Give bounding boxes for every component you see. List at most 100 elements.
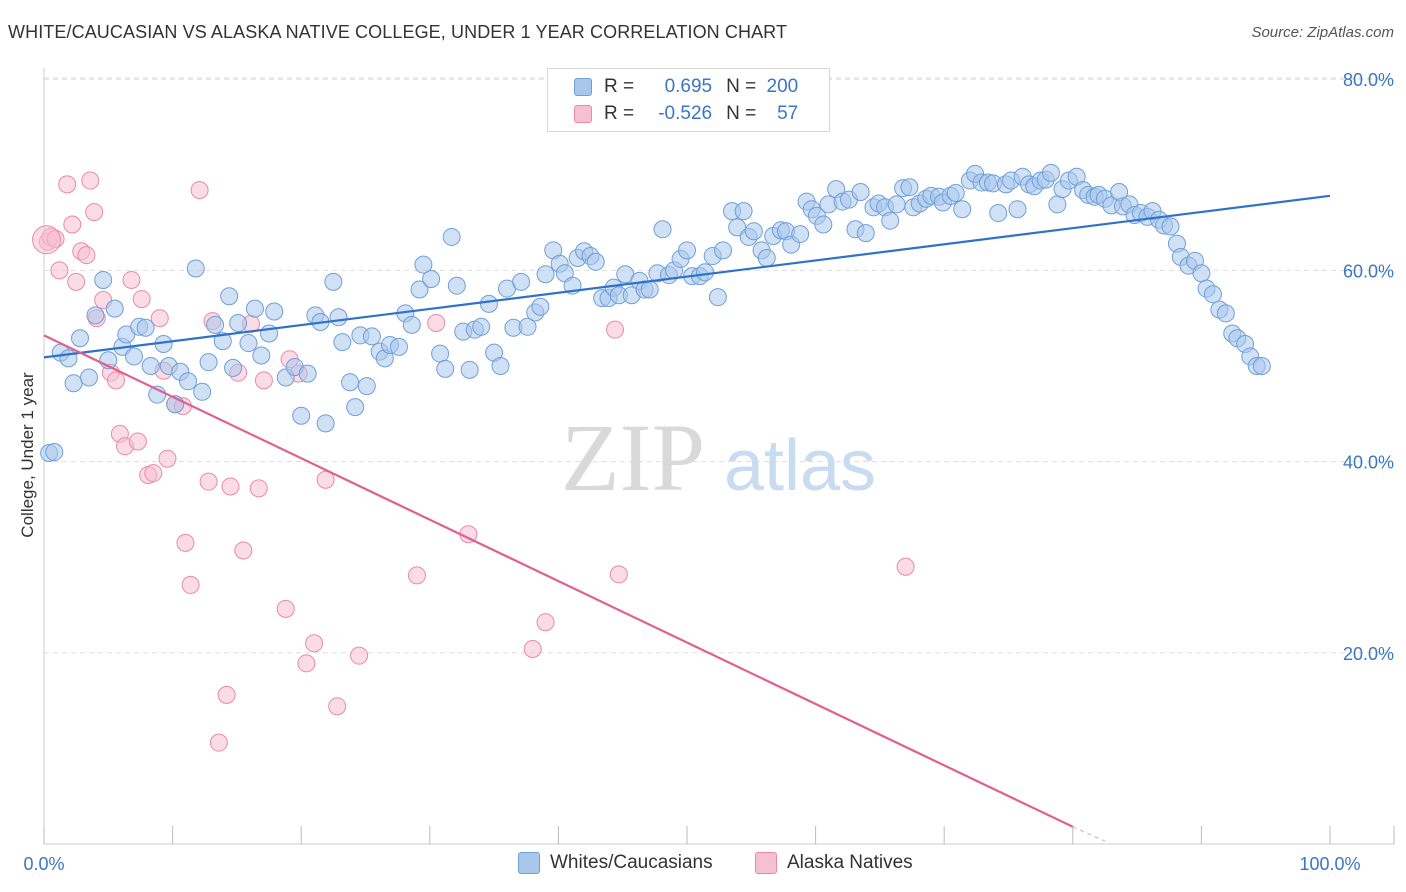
white-caucasian-point — [220, 287, 239, 306]
white-caucasian-point — [472, 317, 491, 336]
r-label: R = — [604, 76, 635, 97]
correlation-legend: R = 0.695 N = 200 R = -0.526 N = 57 — [547, 68, 830, 132]
r-label: R = — [604, 103, 635, 124]
alaska-swatch — [755, 852, 777, 874]
white-caucasian-point — [1008, 200, 1027, 219]
alaska-native-point — [896, 557, 915, 576]
whites-swatch — [574, 78, 592, 96]
x-tick-label: 0.0% — [23, 854, 64, 874]
alaska-native-point — [77, 246, 96, 265]
n-label: N = — [726, 103, 757, 124]
legend-label-whites: Whites/Caucasians — [550, 852, 713, 873]
white-caucasian-point — [479, 294, 498, 313]
alaska-native-point — [249, 479, 268, 498]
n-value: 57 — [777, 103, 799, 124]
white-caucasian-point — [402, 315, 421, 334]
white-caucasian-point — [86, 306, 105, 325]
white-caucasian-point — [442, 227, 461, 246]
white-caucasian-point — [791, 225, 810, 244]
white-caucasian-point — [186, 259, 205, 278]
white-caucasian-point — [856, 224, 875, 243]
axes — [43, 68, 1395, 845]
series-legend: Whites/Caucasians Alaska Natives — [0, 852, 1406, 878]
alaska-native-point — [181, 575, 200, 594]
y-tick-label: 20.0% — [1343, 644, 1394, 664]
alaska-native-point — [199, 472, 218, 491]
white-caucasian-point — [59, 349, 78, 368]
white-caucasian-point — [179, 372, 198, 391]
alaska-native-point — [85, 203, 104, 222]
alaska-native-point — [609, 565, 628, 584]
white-caucasian-point — [946, 183, 965, 202]
white-caucasian-point — [640, 280, 659, 299]
white-caucasian-point — [229, 313, 248, 332]
legend-row-whites: R = 0.695 N = 200 — [574, 75, 798, 99]
alaska-native-point — [234, 541, 253, 560]
y-tick-label: 40.0% — [1343, 453, 1394, 473]
r-value: -0.526 — [658, 103, 713, 124]
white-caucasian-point — [881, 211, 900, 230]
white-caucasian-point — [316, 414, 335, 433]
trend-lines — [43, 194, 1331, 842]
white-caucasian-point — [329, 308, 348, 327]
alaska-native-point — [350, 646, 369, 665]
white-caucasian-point — [1216, 304, 1235, 323]
alaska-native-point — [407, 566, 426, 585]
alaska-native-point — [254, 371, 273, 390]
alaska-native-point — [50, 261, 69, 280]
whites-swatch — [518, 852, 540, 874]
series-whites-points — [40, 163, 1271, 462]
white-caucasian-point — [1048, 195, 1067, 214]
white-caucasian-point — [324, 272, 343, 291]
alaska-native-point — [217, 685, 236, 704]
white-caucasian-point — [206, 315, 225, 334]
white-caucasian-point — [728, 218, 747, 237]
white-caucasian-point — [696, 263, 715, 282]
chart-title: WHITE/CAUCASIAN VS ALASKA NATIVE COLLEGE… — [8, 22, 788, 42]
alaska-trend-extension — [1072, 826, 1106, 842]
white-caucasian-point — [389, 337, 408, 356]
white-caucasian-point — [414, 255, 433, 274]
white-caucasian-point — [71, 329, 90, 348]
alaska-swatch — [574, 105, 592, 123]
white-caucasian-point — [586, 252, 605, 271]
white-caucasian-point — [136, 318, 155, 337]
white-caucasian-point — [460, 360, 479, 379]
white-caucasian-point — [199, 353, 218, 372]
alaska-native-point — [276, 599, 295, 618]
white-caucasian-point — [653, 220, 672, 239]
alaska-native-point — [158, 449, 177, 468]
white-caucasian-point — [757, 248, 776, 267]
alaska-native-point — [427, 313, 446, 332]
n-value: 200 — [766, 76, 799, 97]
white-caucasian-point — [851, 183, 870, 202]
white-caucasian-point — [1192, 264, 1211, 283]
legend-item-alaska[interactable]: Alaska Natives — [755, 852, 913, 874]
legend-item-whites[interactable]: Whites/Caucasians — [518, 852, 713, 874]
watermark-atlas: atlas — [724, 426, 876, 506]
alaska-native-point — [132, 290, 151, 309]
alaska-native-point — [81, 171, 100, 190]
alaska-native-point — [316, 470, 335, 489]
white-caucasian-point — [94, 270, 113, 289]
white-caucasian-point — [141, 357, 160, 375]
white-caucasian-point — [1203, 285, 1222, 304]
alaska-native-point — [605, 320, 624, 339]
alaska-native-point — [107, 371, 126, 390]
source-label: Source: ZipAtlas.com — [1251, 24, 1394, 41]
grid-lines — [44, 77, 1394, 654]
alaska-native-point — [122, 270, 141, 289]
white-caucasian-point — [1252, 357, 1271, 375]
white-caucasian-point — [678, 241, 696, 260]
white-caucasian-point — [744, 222, 763, 241]
white-caucasian-point — [953, 200, 972, 219]
white-caucasian-point — [346, 398, 365, 417]
tick-labels: 20.0% 40.0% 60.0% 80.0% 0.0% 100.0% — [23, 70, 1394, 874]
white-caucasian-point — [989, 204, 1008, 223]
white-caucasian-point — [125, 347, 144, 366]
alaska-native-point — [523, 639, 542, 658]
white-caucasian-point — [531, 297, 550, 316]
white-caucasian-point — [265, 302, 284, 321]
white-caucasian-point — [1161, 217, 1180, 236]
